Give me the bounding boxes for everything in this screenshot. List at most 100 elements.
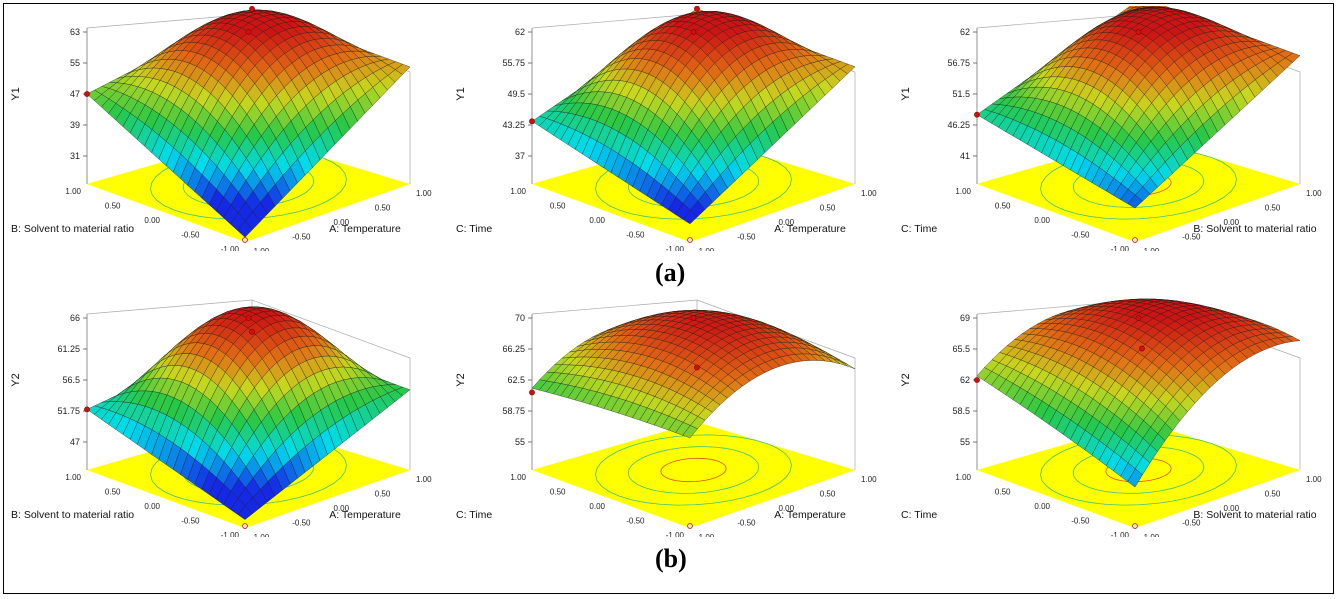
z-axis-label: Y1 bbox=[10, 87, 22, 100]
z-tick-label: 46.25 bbox=[947, 120, 970, 130]
surface-plot-6: 69 65.5 62 58.5 55 Y2 -1.00 -0.50 0.00 0.50 1.00 -1… bbox=[900, 298, 1322, 537]
top-back-edge bbox=[976, 13, 1143, 29]
x-tick-label: -1.00 bbox=[696, 533, 715, 537]
surface-plot-5: 70 66.25 62.5 58.75 55 Y2 -1.00 -0.50 0.00 0.50 1.… bbox=[455, 299, 877, 537]
x-tick-label: 0.50 bbox=[820, 204, 836, 213]
top-back-edge bbox=[86, 299, 253, 315]
z-tick-label: 70 bbox=[515, 313, 525, 323]
z-tick-label: 62.5 bbox=[507, 375, 525, 385]
x-tick-label: 1.00 bbox=[1306, 189, 1322, 198]
z-tick-label: 49.5 bbox=[507, 89, 525, 99]
design-point bbox=[249, 6, 255, 12]
top-back-edge bbox=[531, 13, 698, 29]
x-axis-label: A: Temperature bbox=[329, 223, 401, 235]
z-tick-label: 37 bbox=[515, 151, 525, 161]
top-right-edge bbox=[251, 299, 411, 359]
response-surface bbox=[976, 298, 1301, 488]
floor-contour bbox=[660, 457, 727, 483]
x-tick-label: 0.50 bbox=[1265, 204, 1281, 213]
z-tick-label: 51.75 bbox=[57, 406, 80, 416]
plot-y1-temperature-ratio: 63 55 47 39 31 Y1 -1.00 -0.50 0.00 0.50 1.00 -1.00 -… bbox=[5, 6, 441, 251]
design-point bbox=[1139, 345, 1145, 352]
x-tick-label: 0.50 bbox=[375, 204, 391, 213]
x-axis-label: B: Solvent to material ratio bbox=[1193, 509, 1316, 521]
y-tick-label: 0.50 bbox=[995, 202, 1011, 211]
z-tick-label: 62 bbox=[960, 375, 970, 385]
x-tick-label: 0.00 bbox=[779, 218, 795, 227]
z-tick-label: 47 bbox=[70, 437, 80, 447]
design-point-floor bbox=[1132, 237, 1138, 243]
z-tick-label: 61.25 bbox=[57, 344, 80, 354]
surface-cell bbox=[840, 361, 856, 370]
design-point bbox=[694, 364, 700, 371]
z-tick-label: 65.5 bbox=[952, 344, 970, 354]
y-axis-label: B: Solvent to material ratio bbox=[11, 509, 134, 521]
y-tick-label: 0.50 bbox=[105, 488, 121, 497]
design-point bbox=[84, 91, 90, 97]
y-tick-label: 0.00 bbox=[589, 502, 605, 511]
x-tick-label: -0.50 bbox=[1182, 233, 1201, 242]
design-point bbox=[1135, 29, 1142, 35]
response-surface bbox=[531, 8, 856, 225]
x-tick-label: 0.00 bbox=[1224, 504, 1240, 513]
z-tick-label: 55 bbox=[70, 58, 80, 68]
surface-plot-2: 62 55.75 49.5 43.25 37 Y1 -1.00 -0.50 0.00 0.50 1.… bbox=[455, 6, 877, 251]
y-axis-label: C: Time bbox=[901, 223, 937, 235]
x-tick-label: -0.50 bbox=[1182, 519, 1201, 528]
x-tick-label: 1.00 bbox=[861, 475, 877, 484]
z-tick-label: 66 bbox=[70, 313, 80, 323]
y-tick-label: 1.00 bbox=[510, 187, 526, 196]
surface-cell bbox=[1127, 468, 1143, 488]
y-tick-label: -1.00 bbox=[1111, 245, 1130, 251]
z-tick-label: 55.75 bbox=[502, 58, 525, 68]
x-tick-label: -1.00 bbox=[251, 247, 270, 251]
x-tick-label: 0.00 bbox=[1224, 218, 1240, 227]
design-point-floor bbox=[687, 523, 693, 529]
y-tick-label: 0.00 bbox=[1034, 502, 1050, 511]
design-point bbox=[1135, 315, 1142, 321]
z-tick-label: 43.25 bbox=[502, 120, 525, 130]
x-tick-label: 1.00 bbox=[1306, 475, 1322, 484]
x-tick-label: -0.50 bbox=[737, 519, 756, 528]
surface-cell bbox=[682, 209, 698, 225]
y-tick-label: 0.50 bbox=[550, 202, 566, 211]
z-tick-label: 55 bbox=[515, 437, 525, 447]
y-tick-label: -1.00 bbox=[1111, 531, 1130, 537]
y-axis-label: C: Time bbox=[456, 223, 492, 235]
z-tick-label: 69 bbox=[960, 313, 970, 323]
z-tick-label: 47 bbox=[70, 89, 80, 99]
z-tick-label: 62 bbox=[960, 27, 970, 37]
panel-label-b: (b) bbox=[655, 544, 687, 573]
z-axis-label: Y2 bbox=[900, 373, 912, 386]
y-tick-label: 0.00 bbox=[589, 216, 605, 225]
y-tick-label: 0.00 bbox=[144, 216, 160, 225]
z-tick-label: 55 bbox=[960, 437, 970, 447]
y-tick-label: -1.00 bbox=[221, 245, 240, 251]
surface-plot-1: 63 55 47 39 31 Y1 -1.00 -0.50 0.00 0.50 1.00 -1.00 -… bbox=[10, 6, 432, 251]
x-tick-label: -0.50 bbox=[292, 519, 311, 528]
y-tick-label: -1.00 bbox=[666, 245, 685, 251]
z-tick-label: 58.5 bbox=[952, 406, 970, 416]
y-tick-label: 0.50 bbox=[550, 488, 566, 497]
top-back-edge bbox=[531, 299, 698, 315]
z-tick-label: 41 bbox=[960, 151, 970, 161]
surface-cell bbox=[237, 220, 253, 238]
design-point-floor bbox=[242, 523, 248, 529]
y-tick-label: -0.50 bbox=[1071, 231, 1090, 240]
design-point-floor bbox=[1132, 523, 1138, 529]
design-point bbox=[249, 328, 255, 335]
x-axis-label: A: Temperature bbox=[774, 223, 846, 235]
z-tick-label: 66.25 bbox=[502, 344, 525, 354]
y-tick-label: -0.50 bbox=[1071, 517, 1090, 526]
z-tick-label: 56.5 bbox=[62, 375, 80, 385]
panel-label-a: (a) bbox=[655, 258, 686, 287]
y-tick-label: -0.50 bbox=[181, 231, 200, 240]
y-tick-label: -0.50 bbox=[181, 517, 200, 526]
z-axis-label: Y2 bbox=[10, 373, 22, 386]
x-tick-label: 1.00 bbox=[416, 189, 432, 198]
x-tick-label: 0.00 bbox=[779, 504, 795, 513]
x-axis-label: A: Temperature bbox=[774, 509, 846, 521]
plot-y1-temperature-time: 62 55.75 49.5 43.25 37 Y1 -1.00 -0.50 0.00 0.50 1.… bbox=[450, 6, 886, 251]
y-tick-label: 1.00 bbox=[955, 187, 971, 196]
x-tick-label: 0.00 bbox=[334, 504, 350, 513]
